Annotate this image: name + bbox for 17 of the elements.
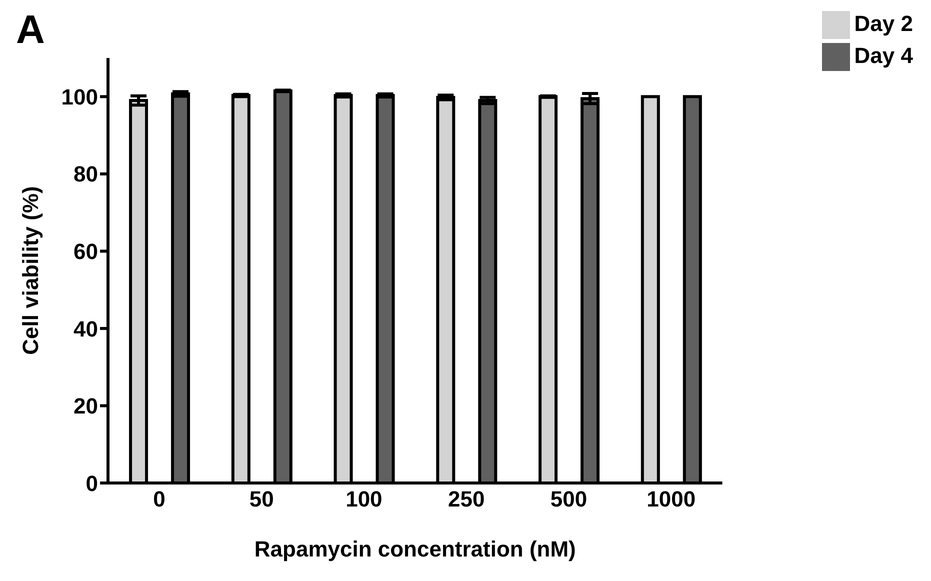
y-tick-label: 0	[86, 470, 98, 496]
x-tick-label: 500	[550, 486, 588, 512]
x-tick-label: 0	[153, 486, 166, 512]
y-tick-label: 20	[74, 394, 98, 419]
y-tick-label: 60	[74, 238, 98, 264]
x-tick-label: 50	[249, 486, 274, 512]
x-tick-label: 250	[448, 486, 485, 512]
chart-title: A	[16, 8, 45, 53]
x-axis-title: Rapamycin concentration (nM)	[254, 536, 576, 562]
y-tick-label: 40	[74, 316, 98, 342]
y-tick-label: 80	[74, 162, 98, 187]
y-tick-label: 100	[61, 84, 98, 110]
x-tick-label: 100	[346, 486, 382, 512]
y-axis-title: Cell viability (%)	[18, 186, 43, 355]
x-tick-label: 1000	[646, 486, 696, 512]
legend-label: Day 2	[854, 11, 913, 36]
legend-label: Day 4	[854, 43, 913, 68]
